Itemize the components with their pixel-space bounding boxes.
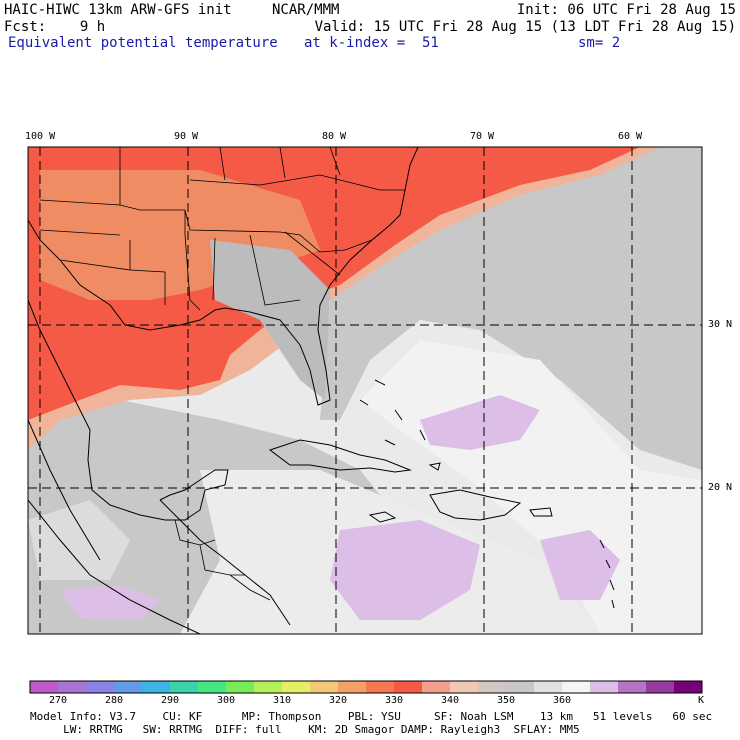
- colorbar-swatch: [646, 681, 675, 693]
- forecast-hour: Fcst: 9 h: [4, 19, 106, 35]
- colorbar-swatch: [478, 681, 507, 693]
- colorbar-swatch: [366, 681, 395, 693]
- grey-patch-pacific: [28, 500, 130, 580]
- colorbar-swatch: [30, 681, 59, 693]
- colorbar-swatch: [422, 681, 451, 693]
- lon-label-90w: 90 W: [174, 131, 199, 142]
- colorbar-swatch: [562, 681, 591, 693]
- colorbar-swatch: [142, 681, 171, 693]
- colorbar-swatch: [198, 681, 227, 693]
- field-name: Equivalent potential temperature: [8, 35, 278, 51]
- colorbar-swatch: [58, 681, 87, 693]
- colorbar-unit: K: [698, 695, 705, 706]
- colorbar-tick-label: 340: [441, 695, 460, 706]
- colorbar-tick-label: 350: [497, 695, 516, 706]
- lon-label-60w: 60 W: [618, 131, 643, 142]
- violet-patch-west: [60, 585, 160, 620]
- coastlines: [28, 147, 419, 634]
- colorbar-swatch: [534, 681, 563, 693]
- colorbar-tick-label: 280: [105, 695, 124, 706]
- colorbar-swatch: [282, 681, 311, 693]
- colorbar-tick-label: 330: [385, 695, 404, 706]
- colorbar-frame: [29, 680, 703, 694]
- model-title: HAIC-HIWC 13km ARW-GFS init: [4, 2, 232, 18]
- colorbar-swatch: [170, 681, 199, 693]
- colorbar-swatch: [394, 681, 423, 693]
- violet-patch-south: [330, 520, 480, 620]
- colorbar-swatch: [254, 681, 283, 693]
- colorbar-swatch: [310, 681, 339, 693]
- colorbar-tick-label: 290: [161, 695, 180, 706]
- colorbar-swatch: [226, 681, 255, 693]
- lat-label-20n: 20 N: [708, 482, 733, 493]
- islands: [268, 379, 615, 609]
- colorbar-tick-label: 360: [553, 695, 572, 706]
- lat-lon-grid: [28, 147, 702, 634]
- grey-southeast: [210, 240, 330, 400]
- violet-patch-east: [540, 530, 620, 600]
- colorbar-swatch: [674, 681, 703, 693]
- smoothing: sm= 2: [578, 35, 621, 51]
- colorbar-swatch: [338, 681, 367, 693]
- map-frame: [27, 146, 703, 635]
- colorbar-tick-label: 310: [273, 695, 292, 706]
- colorbar-swatch: [114, 681, 143, 693]
- lon-label-70w: 70 W: [470, 131, 495, 142]
- lat-label-30n: 30 N: [708, 319, 733, 330]
- colorbar-swatch: [590, 681, 619, 693]
- init-time: Init: 06 UTC Fri 28 Aug 15: [516, 2, 736, 18]
- country-borders: [174, 519, 271, 601]
- colorbar-tick-label: 270: [49, 695, 68, 706]
- colorbar-tick-label: 320: [329, 695, 348, 706]
- valid-time: Valid: 15 UTC Fri 28 Aug 15 (13 LDT Fri …: [314, 19, 736, 35]
- level-index: at k-index = 51: [304, 35, 439, 51]
- institution: NCAR/MMM: [272, 2, 340, 18]
- colorbar-swatch: [618, 681, 647, 693]
- colorbar-swatch: [450, 681, 479, 693]
- model-info-line1: Model Info: V3.7 CU: KF MP: Thompson PBL…: [30, 710, 713, 723]
- lon-label-100w: 100 W: [25, 131, 56, 142]
- colorbar-tick-label: 300: [217, 695, 236, 706]
- model-info-line2: LW: RRTMG SW: RRTMG DIFF: full KM: 2D Sm…: [30, 723, 580, 736]
- colorbar: [29, 680, 703, 694]
- lon-label-80w: 80 W: [322, 131, 347, 142]
- violet-patch-bahamas: [420, 395, 540, 450]
- colorbar-swatch: [506, 681, 535, 693]
- colorbar-swatch: [86, 681, 115, 693]
